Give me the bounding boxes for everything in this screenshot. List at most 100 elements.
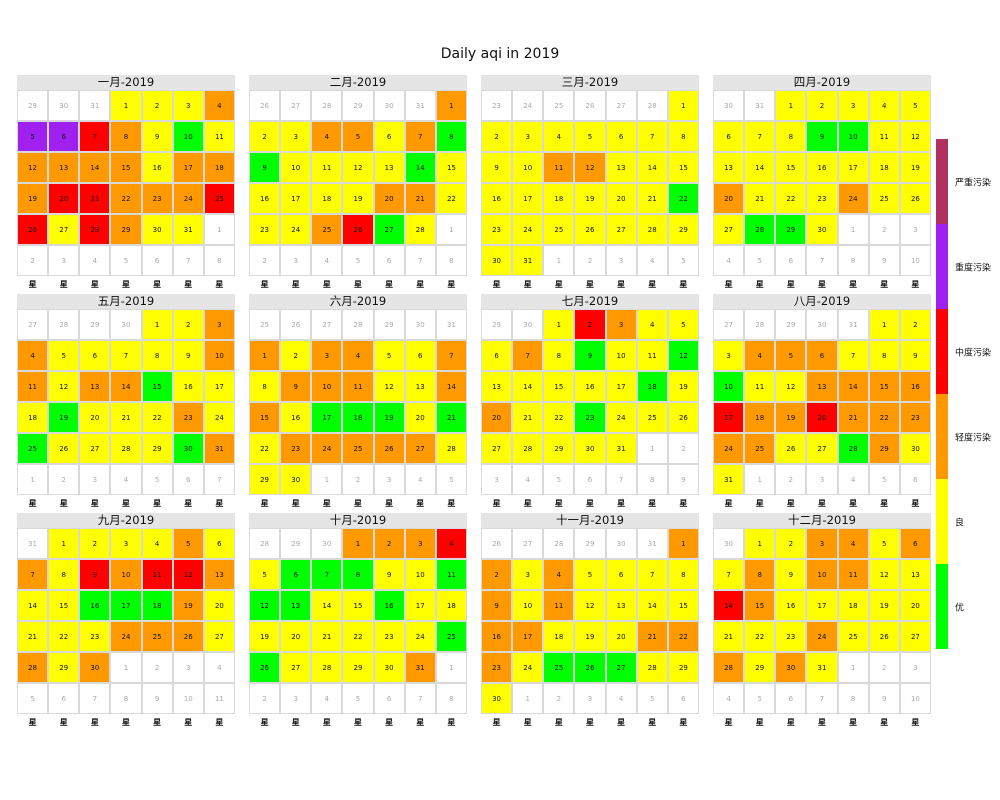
day-cell: 26 bbox=[172, 621, 204, 652]
day-cell: 20 bbox=[713, 183, 745, 214]
day-cell: 22 bbox=[342, 621, 374, 652]
day-cell: 25 bbox=[868, 183, 900, 214]
weekday-label: 星 bbox=[849, 280, 858, 289]
adjacent-month-day-cell: 1 bbox=[110, 652, 142, 683]
weekday-label: 星 bbox=[322, 280, 331, 289]
adjacent-month-day-cell: 4 bbox=[311, 245, 343, 276]
day-cell: 10 bbox=[837, 121, 869, 152]
day-cell: 7 bbox=[744, 121, 776, 152]
adjacent-month-day-cell: 31 bbox=[837, 309, 869, 340]
legend-label: 良 bbox=[955, 518, 965, 528]
adjacent-month-day-cell: 3 bbox=[48, 245, 80, 276]
adjacent-month-day-cell: 8 bbox=[837, 683, 869, 714]
day-cell: 30 bbox=[481, 245, 513, 276]
day-cell: 16 bbox=[280, 402, 312, 433]
day-cell: 25 bbox=[543, 214, 575, 245]
adjacent-month-day-cell: 1 bbox=[311, 464, 343, 495]
day-cell: 7 bbox=[512, 340, 544, 371]
day-cell: 4 bbox=[543, 559, 575, 590]
day-cell: 25 bbox=[311, 214, 343, 245]
day-cell: 21 bbox=[713, 621, 745, 652]
weekday-label: 星 bbox=[849, 718, 858, 727]
adjacent-month-day-cell: 23 bbox=[481, 90, 513, 121]
day-cell: 7 bbox=[636, 559, 668, 590]
weekday-label: 星 bbox=[353, 280, 362, 289]
day-cell: 6 bbox=[203, 528, 235, 559]
adjacent-month-day-cell: 4 bbox=[110, 464, 142, 495]
adjacent-month-day-cell: 3 bbox=[806, 464, 838, 495]
day-cell: 18 bbox=[141, 590, 173, 621]
day-cell: 30 bbox=[574, 433, 606, 464]
day-cell: 21 bbox=[110, 402, 142, 433]
adjacent-month-day-cell: 2 bbox=[574, 245, 606, 276]
weekday-label: 星 bbox=[447, 718, 456, 727]
day-cell: 27 bbox=[713, 214, 745, 245]
weekday-label: 星 bbox=[90, 280, 99, 289]
day-cell: 14 bbox=[110, 371, 142, 402]
day-cell: 2 bbox=[775, 528, 807, 559]
day-cell: 22 bbox=[110, 183, 142, 214]
weekday-label: 星 bbox=[59, 499, 68, 508]
adjacent-month-day-cell: 30 bbox=[404, 309, 436, 340]
day-cell: 7 bbox=[17, 559, 49, 590]
adjacent-month-day-cell: 2 bbox=[667, 433, 699, 464]
day-cell: 23 bbox=[141, 183, 173, 214]
day-cell: 1 bbox=[141, 309, 173, 340]
month-title: 五月-2019 bbox=[17, 294, 235, 309]
day-cell: 17 bbox=[512, 183, 544, 214]
legend-swatch bbox=[936, 394, 948, 479]
weekday-label: 星 bbox=[153, 499, 162, 508]
day-cell: 18 bbox=[744, 402, 776, 433]
adjacent-month-day-cell: 11 bbox=[203, 683, 235, 714]
month-title: 十一月-2019 bbox=[481, 513, 699, 528]
adjacent-month-day-cell: 6 bbox=[667, 683, 699, 714]
weekday-label: 星 bbox=[184, 718, 193, 727]
day-cell: 22 bbox=[868, 402, 900, 433]
day-cell: 18 bbox=[342, 402, 374, 433]
weekday-label: 星 bbox=[817, 499, 826, 508]
day-cell: 12 bbox=[48, 371, 80, 402]
day-cell: 13 bbox=[605, 152, 637, 183]
adjacent-month-day-cell: 9 bbox=[141, 683, 173, 714]
day-cell: 26 bbox=[17, 214, 49, 245]
adjacent-month-day-cell: 7 bbox=[806, 245, 838, 276]
day-cell: 27 bbox=[48, 214, 80, 245]
month-title: 十二月-2019 bbox=[713, 513, 931, 528]
day-cell: 8 bbox=[48, 559, 80, 590]
day-cell: 20 bbox=[481, 402, 513, 433]
day-cell: 6 bbox=[605, 121, 637, 152]
day-cell: 28 bbox=[79, 214, 111, 245]
day-cell: 19 bbox=[775, 402, 807, 433]
adjacent-month-day-cell: 25 bbox=[543, 90, 575, 121]
day-cell: 5 bbox=[373, 340, 405, 371]
day-cell: 13 bbox=[899, 559, 931, 590]
day-cell: 31 bbox=[605, 433, 637, 464]
day-cell: 5 bbox=[574, 121, 606, 152]
month-panel-7: 七月-2019 29 30 1 2 3 4 5 6 7 8 9 10 11 12 13 14 15 16 17 18 19… bbox=[481, 294, 699, 508]
weekday-label: 星 bbox=[416, 280, 425, 289]
weekday-label: 星 bbox=[585, 280, 594, 289]
day-cell: 13 bbox=[481, 371, 513, 402]
adjacent-month-day-cell: 29 bbox=[17, 90, 49, 121]
day-cell: 29 bbox=[141, 433, 173, 464]
day-cell: 6 bbox=[280, 559, 312, 590]
day-cell: 5 bbox=[574, 559, 606, 590]
day-cell: 15 bbox=[775, 152, 807, 183]
day-cell: 8 bbox=[775, 121, 807, 152]
adjacent-month-day-cell: 5 bbox=[17, 683, 49, 714]
weekday-label: 星 bbox=[59, 280, 68, 289]
weekday-label: 星 bbox=[353, 499, 362, 508]
day-cell: 9 bbox=[249, 152, 281, 183]
day-cell: 11 bbox=[17, 371, 49, 402]
adjacent-month-day-cell: 4 bbox=[713, 683, 745, 714]
day-cell: 9 bbox=[775, 559, 807, 590]
day-cell: 31 bbox=[512, 245, 544, 276]
day-cell: 6 bbox=[79, 340, 111, 371]
day-cell: 9 bbox=[79, 559, 111, 590]
day-cell: 12 bbox=[373, 371, 405, 402]
day-cell: 12 bbox=[249, 590, 281, 621]
month-panel-4: 四月-2019 30 31 1 2 3 4 5 6 7 8 9 10 11 12 13 14 15 16 17 18 19… bbox=[713, 75, 931, 289]
adjacent-month-day-cell: 29 bbox=[342, 90, 374, 121]
adjacent-month-day-cell: 2 bbox=[141, 652, 173, 683]
day-cell: 20 bbox=[605, 183, 637, 214]
